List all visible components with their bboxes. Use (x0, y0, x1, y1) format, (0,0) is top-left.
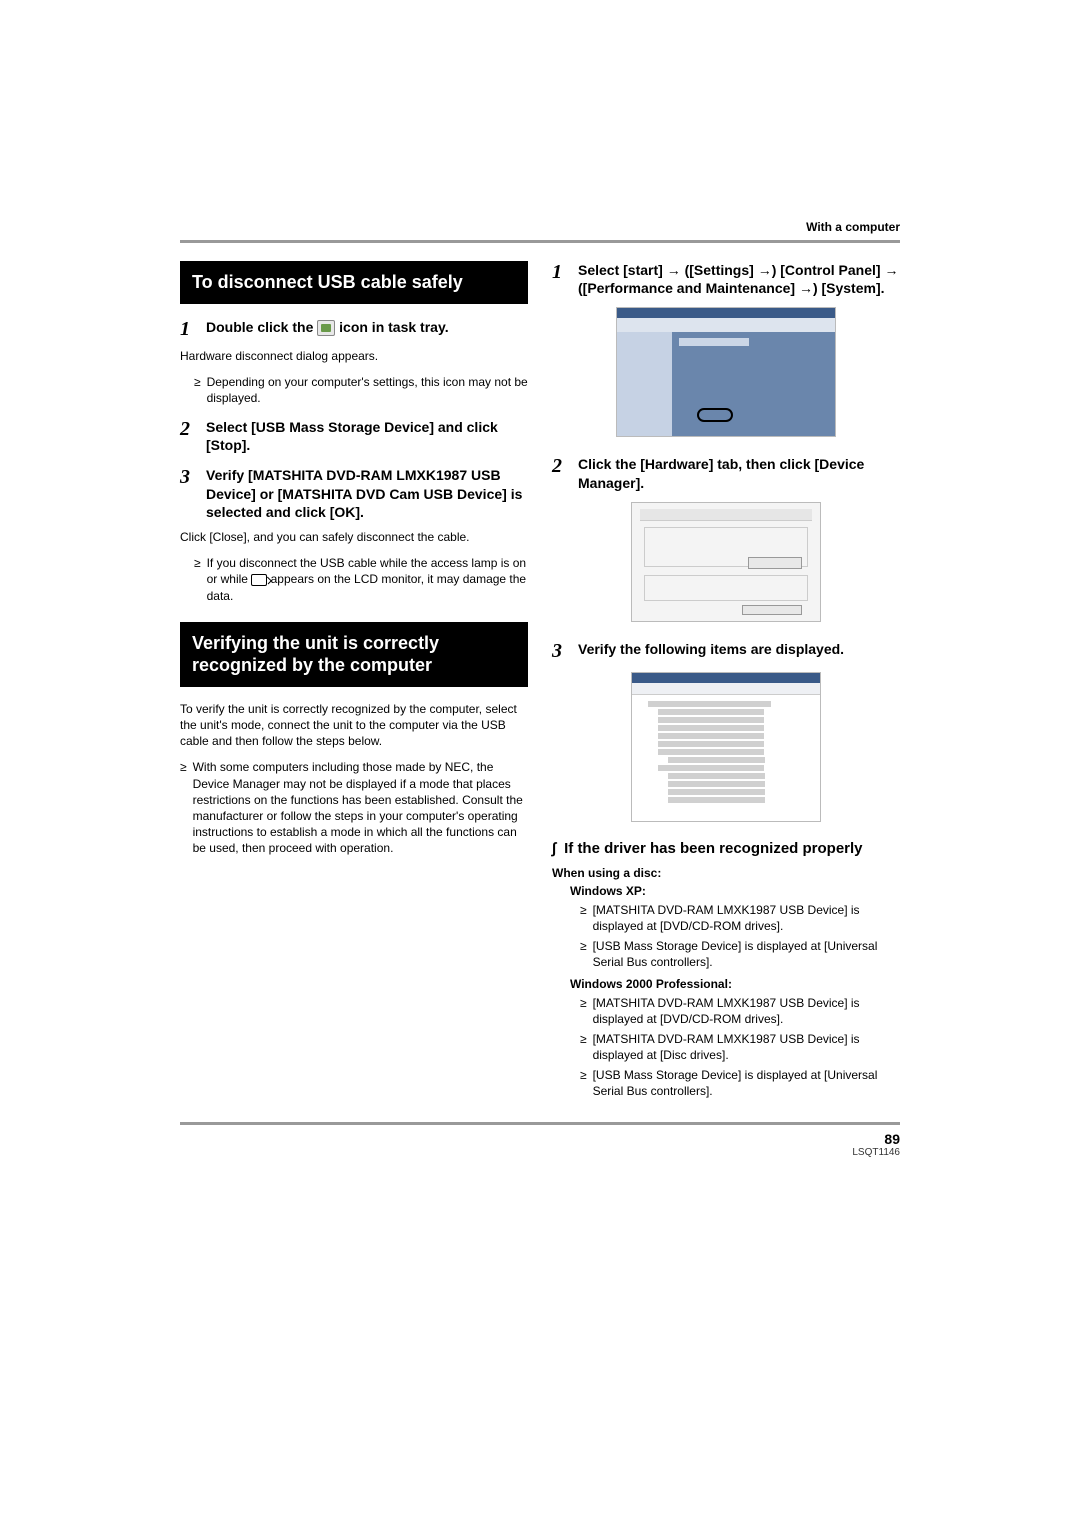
step1-bullet: ≥ Depending on your computer's settings,… (194, 374, 528, 406)
step-number: 2 (552, 455, 570, 491)
left-step-2: 2 Select [USB Mass Storage Device] and c… (180, 418, 528, 454)
driver-heading-text: If the driver has been recognized proper… (564, 840, 862, 858)
step-number: 3 (552, 640, 570, 662)
top-divider (180, 240, 900, 243)
document-code: LSQT1146 (180, 1147, 900, 1158)
xp-b2-text: [USB Mass Storage Device] is displayed a… (593, 938, 900, 970)
verify-bullet-text: With some computers including those made… (193, 759, 528, 856)
step1-pre: Double click the (206, 319, 317, 335)
w2k-bullet-2: ≥ [MATSHITA DVD-RAM LMXK1987 USB Device]… (580, 1031, 900, 1063)
w2k-b1-text: [MATSHITA DVD-RAM LMXK1987 USB Device] i… (593, 995, 900, 1027)
step-number: 2 (180, 418, 198, 454)
windows-2000-label: Windows 2000 Professional: (570, 977, 900, 991)
step-text: Double click the icon in task tray. (206, 318, 449, 340)
step-text: Select [start] → ([Settings] →) [Control… (578, 261, 900, 297)
left-step-1: 1 Double click the icon in task tray. (180, 318, 528, 340)
w2k-b2-text: [MATSHITA DVD-RAM LMXK1987 USB Device] i… (593, 1031, 900, 1063)
step3-bullet-text: If you disconnect the USB cable while th… (207, 555, 528, 604)
bullet-dot: ≥ (580, 938, 587, 970)
heading-verify-unit: Verifying the unit is correctly recogniz… (180, 622, 528, 687)
step1-body: Hardware disconnect dialog appears. (180, 348, 528, 364)
step3-bullet: ≥ If you disconnect the USB cable while … (194, 555, 528, 604)
page-footer: 89 LSQT1146 (180, 1131, 900, 1158)
square-bullet-icon: ∫ (552, 840, 556, 858)
step1-post: icon in task tray. (339, 319, 448, 335)
tray-icon (317, 320, 335, 336)
windows-xp-label: Windows XP: (570, 884, 900, 898)
bottom-divider (180, 1122, 900, 1125)
w2k-bullet-3: ≥ [USB Mass Storage Device] is displayed… (580, 1067, 900, 1099)
page-number: 89 (180, 1131, 900, 1147)
bullet-dot: ≥ (194, 374, 201, 406)
content-columns: To disconnect USB cable safely 1 Double … (180, 261, 900, 1104)
right-step-1: 1 Select [start] → ([Settings] →) [Contr… (552, 261, 900, 297)
bullet-dot: ≥ (580, 1031, 587, 1063)
step-text: Click the [Hardware] tab, then click [De… (578, 455, 900, 491)
verify-paragraph: To verify the unit is correctly recogniz… (180, 701, 528, 750)
bullet-dot: ≥ (180, 759, 187, 856)
right-step-2: 2 Click the [Hardware] tab, then click [… (552, 455, 900, 491)
bullet-dot: ≥ (580, 995, 587, 1027)
card-access-icon (251, 574, 267, 586)
step-number: 1 (552, 261, 570, 297)
left-step-3: 3 Verify [MATSHITA DVD-RAM LMXK1987 USB … (180, 466, 528, 521)
xp-bullet-1: ≥ [MATSHITA DVD-RAM LMXK1987 USB Device]… (580, 902, 900, 934)
screenshot-system-properties (631, 502, 821, 622)
left-column: To disconnect USB cable safely 1 Double … (180, 261, 528, 1104)
right-step-3: 3 Verify the following items are display… (552, 640, 900, 662)
section-header: With a computer (180, 220, 900, 234)
verify-bullet: ≥ With some computers including those ma… (180, 759, 528, 856)
step1-bullet-text: Depending on your computer's settings, t… (207, 374, 528, 406)
bullet-dot: ≥ (580, 1067, 587, 1099)
right-column: 1 Select [start] → ([Settings] →) [Contr… (552, 261, 900, 1104)
heading-disconnect-usb: To disconnect USB cable safely (180, 261, 528, 304)
bullet-dot: ≥ (194, 555, 201, 604)
bullet-dot: ≥ (580, 902, 587, 934)
driver-recognized-heading: ∫ If the driver has been recognized prop… (552, 840, 900, 858)
screenshot-device-manager (631, 672, 821, 822)
when-using-disc-label: When using a disc: (552, 866, 900, 880)
step-text: Verify [MATSHITA DVD-RAM LMXK1987 USB De… (206, 466, 528, 521)
step-number: 3 (180, 466, 198, 521)
step-text: Verify the following items are displayed… (578, 640, 844, 662)
w2k-bullet-1: ≥ [MATSHITA DVD-RAM LMXK1987 USB Device]… (580, 995, 900, 1027)
screenshot-control-panel (616, 307, 836, 437)
xp-bullet-2: ≥ [USB Mass Storage Device] is displayed… (580, 938, 900, 970)
xp-b1-text: [MATSHITA DVD-RAM LMXK1987 USB Device] i… (593, 902, 900, 934)
step-number: 1 (180, 318, 198, 340)
step-text: Select [USB Mass Storage Device] and cli… (206, 418, 528, 454)
w2k-b3-text: [USB Mass Storage Device] is displayed a… (593, 1067, 900, 1099)
step3-body: Click [Close], and you can safely discon… (180, 529, 528, 545)
